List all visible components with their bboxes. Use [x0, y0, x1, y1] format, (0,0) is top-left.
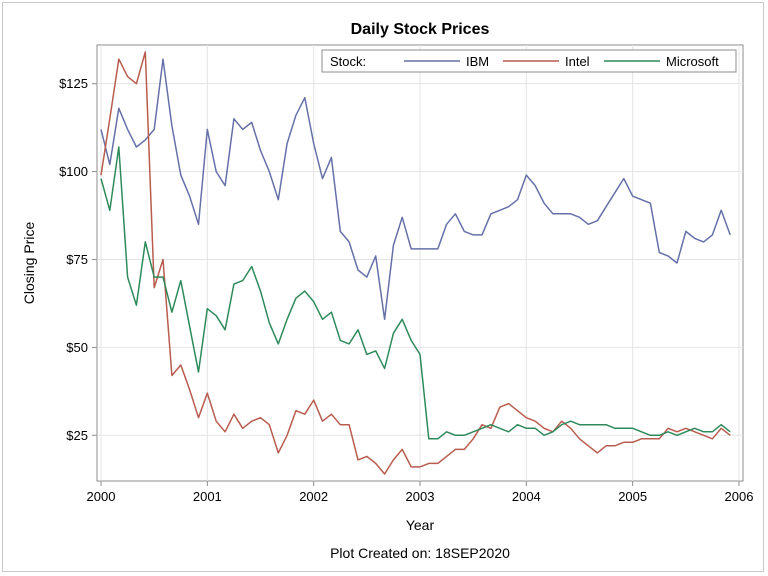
- series-line-ibm: [100, 58, 731, 321]
- x-tick-label: 2006: [725, 489, 754, 504]
- chart-title: Daily Stock Prices: [351, 21, 490, 38]
- series-layer: [100, 51, 731, 475]
- series-line-intel: [100, 51, 731, 475]
- series-line-microsoft: [100, 146, 731, 440]
- x-tick-label: 2000: [87, 489, 116, 504]
- x-tick-label: 2005: [618, 489, 647, 504]
- y-axis-label: Closing Price: [21, 222, 37, 305]
- y-tick-label: $125: [59, 76, 88, 91]
- x-tick-label: 2003: [406, 489, 435, 504]
- x-tick-label: 2002: [299, 489, 328, 504]
- y-axis: $25 $50 $75 $100 $125: [59, 76, 97, 443]
- legend-label-intel: Intel: [565, 54, 590, 69]
- x-axis-label: Year: [406, 517, 435, 533]
- x-tick-label: 2001: [193, 489, 222, 504]
- legend: Stock: IBM Intel Microsoft: [321, 49, 737, 73]
- x-tick-label: 2004: [512, 489, 541, 504]
- y-tick-label: $50: [66, 340, 88, 355]
- y-tick-label: $100: [59, 164, 88, 179]
- footnote: Plot Created on: 18SEP2020: [330, 545, 510, 561]
- legend-label-microsoft: Microsoft: [666, 54, 719, 69]
- legend-label-ibm: IBM: [466, 54, 489, 69]
- y-tick-label: $75: [66, 252, 88, 267]
- grid: [97, 45, 743, 481]
- legend-title: Stock:: [330, 54, 366, 69]
- x-axis: 2000 2001 2002 2003 2004 2005 2006: [87, 481, 754, 504]
- y-tick-label: $25: [66, 428, 88, 443]
